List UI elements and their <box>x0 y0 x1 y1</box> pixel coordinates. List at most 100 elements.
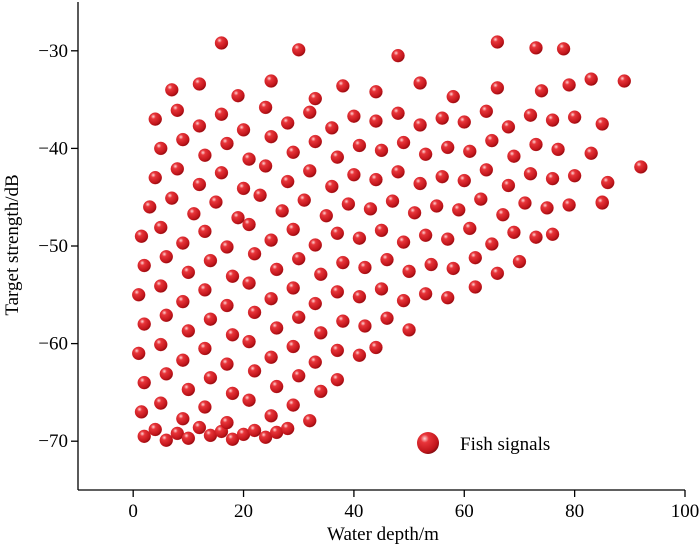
point <box>314 384 328 399</box>
point <box>330 373 345 387</box>
point <box>413 176 427 191</box>
point <box>441 140 455 155</box>
point <box>352 290 367 304</box>
point <box>143 200 157 214</box>
point <box>170 162 184 176</box>
point <box>617 74 631 88</box>
point <box>192 77 207 91</box>
point <box>435 170 449 184</box>
point <box>567 110 582 124</box>
point <box>374 143 389 158</box>
point <box>303 414 317 428</box>
point <box>264 292 278 306</box>
point <box>214 36 229 50</box>
point <box>132 346 146 361</box>
point <box>303 105 317 119</box>
point <box>132 288 146 302</box>
point <box>264 350 278 364</box>
point <box>380 253 394 267</box>
point <box>220 357 234 371</box>
point <box>286 222 300 237</box>
point <box>214 166 229 180</box>
point <box>341 197 356 211</box>
point <box>209 195 223 209</box>
point <box>159 367 173 381</box>
y-tick-label: −30 <box>38 41 68 62</box>
x-tick-label: 80 <box>565 501 584 522</box>
point <box>430 199 444 213</box>
point <box>176 132 190 147</box>
y-tick-label: −50 <box>38 236 68 257</box>
x-tick-label: 40 <box>344 501 363 522</box>
point <box>567 169 582 183</box>
point <box>380 311 394 325</box>
point <box>358 319 372 333</box>
point <box>198 283 212 297</box>
point <box>402 323 416 337</box>
point <box>231 211 245 225</box>
point <box>225 269 240 283</box>
point <box>385 194 400 208</box>
point <box>391 49 405 63</box>
point <box>170 426 184 441</box>
point <box>507 225 521 239</box>
point <box>457 115 471 129</box>
x-tick-label: 100 <box>671 501 700 522</box>
y-axis-label: Target strength/dB <box>2 174 23 315</box>
point <box>198 148 212 162</box>
point <box>562 78 576 92</box>
y-tick-label: −70 <box>38 431 68 452</box>
point <box>529 41 543 55</box>
point <box>154 337 168 352</box>
point <box>264 409 278 423</box>
point <box>281 116 295 130</box>
point <box>220 416 234 430</box>
point <box>270 262 284 277</box>
point <box>485 237 499 251</box>
point <box>192 420 207 435</box>
point <box>479 104 493 118</box>
point <box>192 177 207 192</box>
point <box>418 228 433 242</box>
point <box>242 393 256 407</box>
point <box>534 84 549 98</box>
point <box>281 421 295 436</box>
point <box>523 108 538 122</box>
point <box>396 235 411 249</box>
point <box>236 181 251 196</box>
point <box>352 138 367 153</box>
point <box>413 76 427 90</box>
point <box>286 398 300 412</box>
point <box>485 133 499 148</box>
point <box>286 281 300 295</box>
point <box>358 260 372 275</box>
point <box>176 294 190 309</box>
point <box>352 348 367 362</box>
point <box>391 106 405 120</box>
point <box>242 334 256 349</box>
point <box>314 326 328 340</box>
point <box>286 339 300 354</box>
point <box>452 203 466 217</box>
point <box>545 172 560 186</box>
point <box>198 400 212 414</box>
point <box>258 100 273 115</box>
x-tick-label: 20 <box>234 501 253 522</box>
point <box>330 285 345 299</box>
point <box>137 258 151 273</box>
point <box>308 134 322 149</box>
point <box>330 343 345 358</box>
point <box>264 74 278 88</box>
point <box>468 251 482 265</box>
point <box>490 81 505 95</box>
point <box>292 310 306 324</box>
point <box>512 254 527 269</box>
point <box>551 142 565 157</box>
point <box>363 202 378 216</box>
point <box>369 114 383 128</box>
point <box>165 83 179 97</box>
point <box>435 111 449 125</box>
point <box>247 247 262 261</box>
point <box>176 412 190 426</box>
point <box>374 282 389 296</box>
